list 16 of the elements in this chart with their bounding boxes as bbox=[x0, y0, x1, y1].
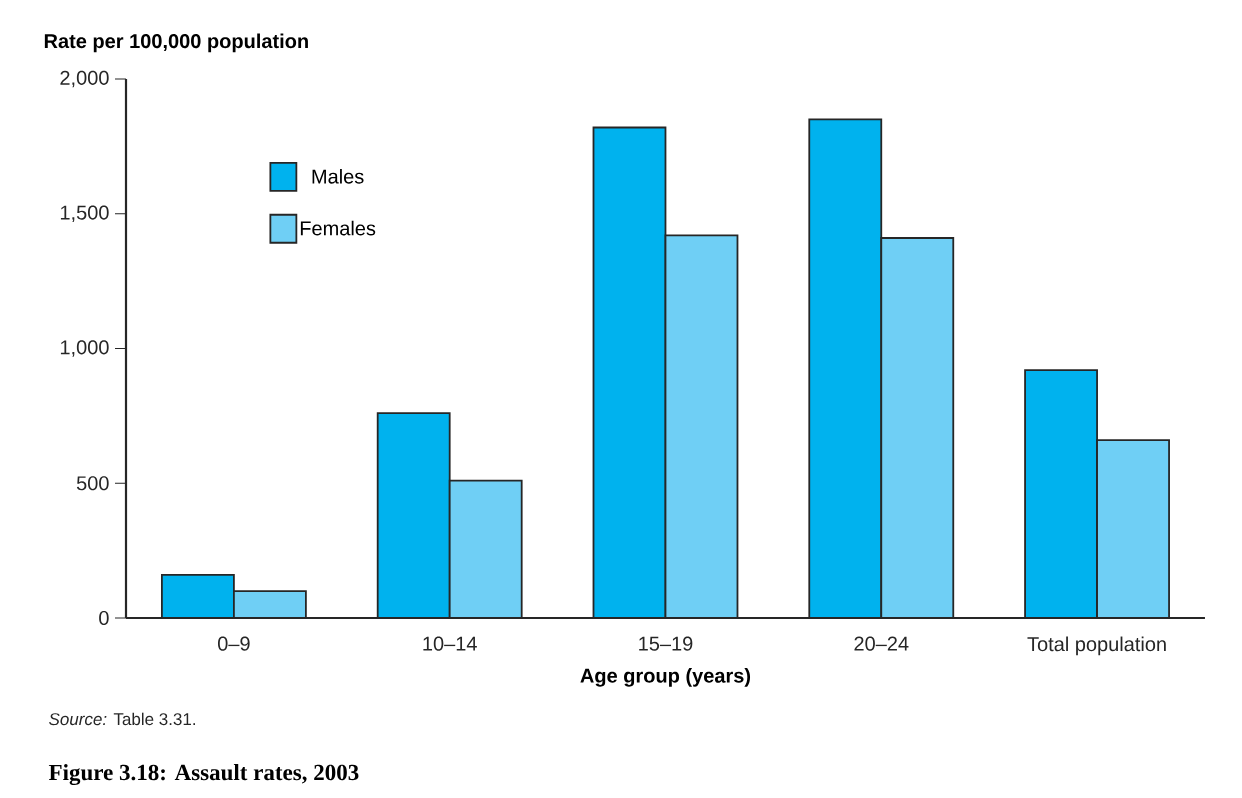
legend-label: Males bbox=[312, 168, 364, 184]
x-tick-label: 20–24 bbox=[854, 636, 909, 651]
y-tick-label: 1,500 bbox=[60, 205, 109, 222]
text: Figure 3.18: Assault rates, 2003 bbox=[48, 764, 359, 786]
x-tick-label: 15–19 bbox=[639, 636, 693, 651]
y-tick-label: 500 bbox=[76, 476, 109, 491]
x-tick-label: 0–9 bbox=[218, 636, 250, 651]
text: Source: Table 3.31. bbox=[49, 712, 196, 726]
legend-label: Females bbox=[300, 220, 376, 236]
y-tick-label: 2,000 bbox=[60, 70, 109, 88]
y-tick-label: 1,000 bbox=[60, 340, 109, 357]
x-axis-title: Age group (years) bbox=[580, 668, 751, 687]
x-tick-label: 10–14 bbox=[423, 636, 477, 651]
y-axis-title: Rate per 100,000 population bbox=[44, 33, 308, 53]
y-tick-label: 0 bbox=[99, 610, 109, 626]
x-tick-label: Total population bbox=[1027, 636, 1166, 656]
